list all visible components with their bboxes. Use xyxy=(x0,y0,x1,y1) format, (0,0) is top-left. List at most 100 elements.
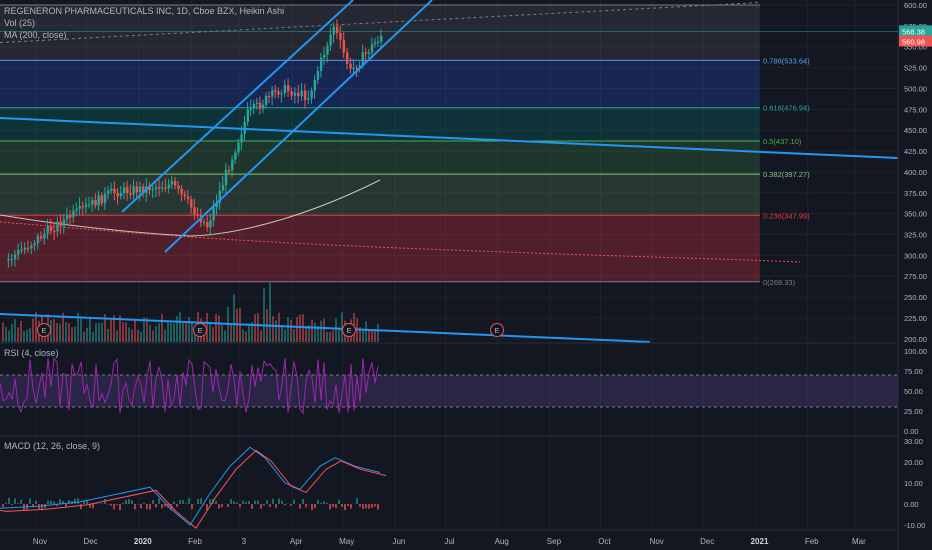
candle-body xyxy=(161,187,164,189)
volume-bar xyxy=(65,322,67,342)
earnings-marker[interactable] xyxy=(342,323,356,337)
macd-histogram-bar xyxy=(128,498,130,504)
rsi-line[interactable] xyxy=(0,357,379,415)
channel-upper-line[interactable] xyxy=(121,0,354,213)
time-axis-label: Aug xyxy=(495,537,509,546)
price-tick: 325.00 xyxy=(904,230,927,239)
candle-body xyxy=(326,45,329,55)
candle-body xyxy=(193,207,196,215)
macd-histogram-bar xyxy=(143,502,145,504)
signal-line[interactable] xyxy=(0,449,387,529)
price-tick: 200.00 xyxy=(904,335,927,344)
top-dashed-line[interactable] xyxy=(0,1,761,44)
volume-bar xyxy=(59,323,61,342)
rsi-label[interactable]: RSI (4, close) xyxy=(4,348,59,358)
candle-body xyxy=(7,259,10,261)
ma-legend[interactable]: MA (200, close) xyxy=(4,30,67,40)
macd-histogram-bar xyxy=(188,498,190,504)
candle-body xyxy=(91,200,94,205)
macd-histogram-bar xyxy=(305,504,307,508)
candle-body xyxy=(349,63,352,69)
macd-label[interactable]: MACD (12, 26, close, 9) xyxy=(4,441,101,451)
volume-bar xyxy=(158,323,160,342)
candle-body xyxy=(13,254,17,259)
candle-body xyxy=(65,215,69,220)
earnings-marker[interactable] xyxy=(193,323,207,337)
macd-line[interactable] xyxy=(0,446,381,526)
volume-bar xyxy=(305,327,307,342)
long-trendline[interactable] xyxy=(0,117,899,159)
volume-bar xyxy=(278,312,280,342)
candle-body xyxy=(53,231,56,233)
channel-lower-line[interactable] xyxy=(164,0,433,253)
rsi-band xyxy=(0,375,898,407)
candle-body xyxy=(240,134,243,143)
candle-body xyxy=(164,187,167,189)
volume-bar xyxy=(161,313,163,342)
symbol-title[interactable]: REGENERON PHARMACEUTICALS INC, 1D, Cboe … xyxy=(4,6,285,16)
macd-histogram-bar xyxy=(47,500,49,504)
volume-bar xyxy=(11,323,13,342)
macd-histogram-bar xyxy=(35,500,37,504)
macd-histogram-bar xyxy=(116,504,118,506)
macd-histogram-bar xyxy=(233,501,235,504)
macd-histogram-bar xyxy=(164,504,166,507)
rsi-tick: 0.00 xyxy=(904,427,919,436)
candle-body xyxy=(122,187,126,194)
volume-bar xyxy=(287,317,289,342)
candle-body xyxy=(81,206,85,208)
candle-body xyxy=(258,102,262,109)
macd-histogram-bar xyxy=(62,500,64,504)
candle-body xyxy=(280,93,283,95)
time-axis-label: May xyxy=(339,537,354,546)
earnings-marker[interactable] xyxy=(490,323,504,337)
macd-tick: 10.00 xyxy=(904,479,923,488)
macd-histogram-bar xyxy=(347,504,349,507)
candle-body xyxy=(300,90,303,97)
volume-bar xyxy=(146,317,148,342)
last-price-tag[interactable] xyxy=(899,25,932,37)
macd-histogram-bar xyxy=(206,504,208,511)
volume-bar xyxy=(173,323,175,342)
macd-histogram-bar xyxy=(113,504,115,510)
volume-bar xyxy=(23,330,25,342)
ma-price-tag[interactable] xyxy=(899,35,932,47)
volume-trendline[interactable] xyxy=(0,313,651,343)
candle-body xyxy=(367,52,371,54)
volume-bar xyxy=(377,323,379,342)
macd-histogram-bar xyxy=(341,504,343,507)
time-axis-label: 3 xyxy=(242,537,247,546)
volume-legend[interactable]: Vol (25) xyxy=(4,18,36,28)
macd-histogram-bar xyxy=(149,504,151,510)
volume-bar xyxy=(341,312,343,342)
macd-tick: 0.00 xyxy=(904,500,919,509)
volume-bar xyxy=(143,317,145,342)
macd-histogram-bar xyxy=(263,504,265,506)
candle-body xyxy=(274,90,277,92)
candle-body xyxy=(78,206,81,209)
price-tick: 550.00 xyxy=(904,43,927,52)
candle-body xyxy=(293,92,297,96)
macd-histogram-bar xyxy=(317,499,319,504)
volume-bar xyxy=(233,294,235,342)
time-axis-label: Feb xyxy=(188,537,202,546)
fib-zone xyxy=(0,215,760,282)
candle-body xyxy=(177,185,180,189)
candle-body xyxy=(100,195,104,204)
macd-histogram-bar xyxy=(140,504,142,509)
volume-bar xyxy=(317,325,319,342)
volume-bar xyxy=(314,322,316,342)
earnings-marker[interactable] xyxy=(37,323,51,337)
macd-histogram-bar xyxy=(269,504,271,507)
dotted-trendline[interactable] xyxy=(0,221,801,263)
macd-histogram-bar xyxy=(260,504,262,509)
macd-histogram-bar xyxy=(215,500,217,504)
macd-histogram-bar xyxy=(95,502,97,504)
candle-body xyxy=(346,52,349,64)
volume-bar xyxy=(308,325,310,342)
time-axis-label: 2021 xyxy=(751,537,769,546)
candle-body xyxy=(151,189,155,191)
volume-bar xyxy=(32,318,34,342)
